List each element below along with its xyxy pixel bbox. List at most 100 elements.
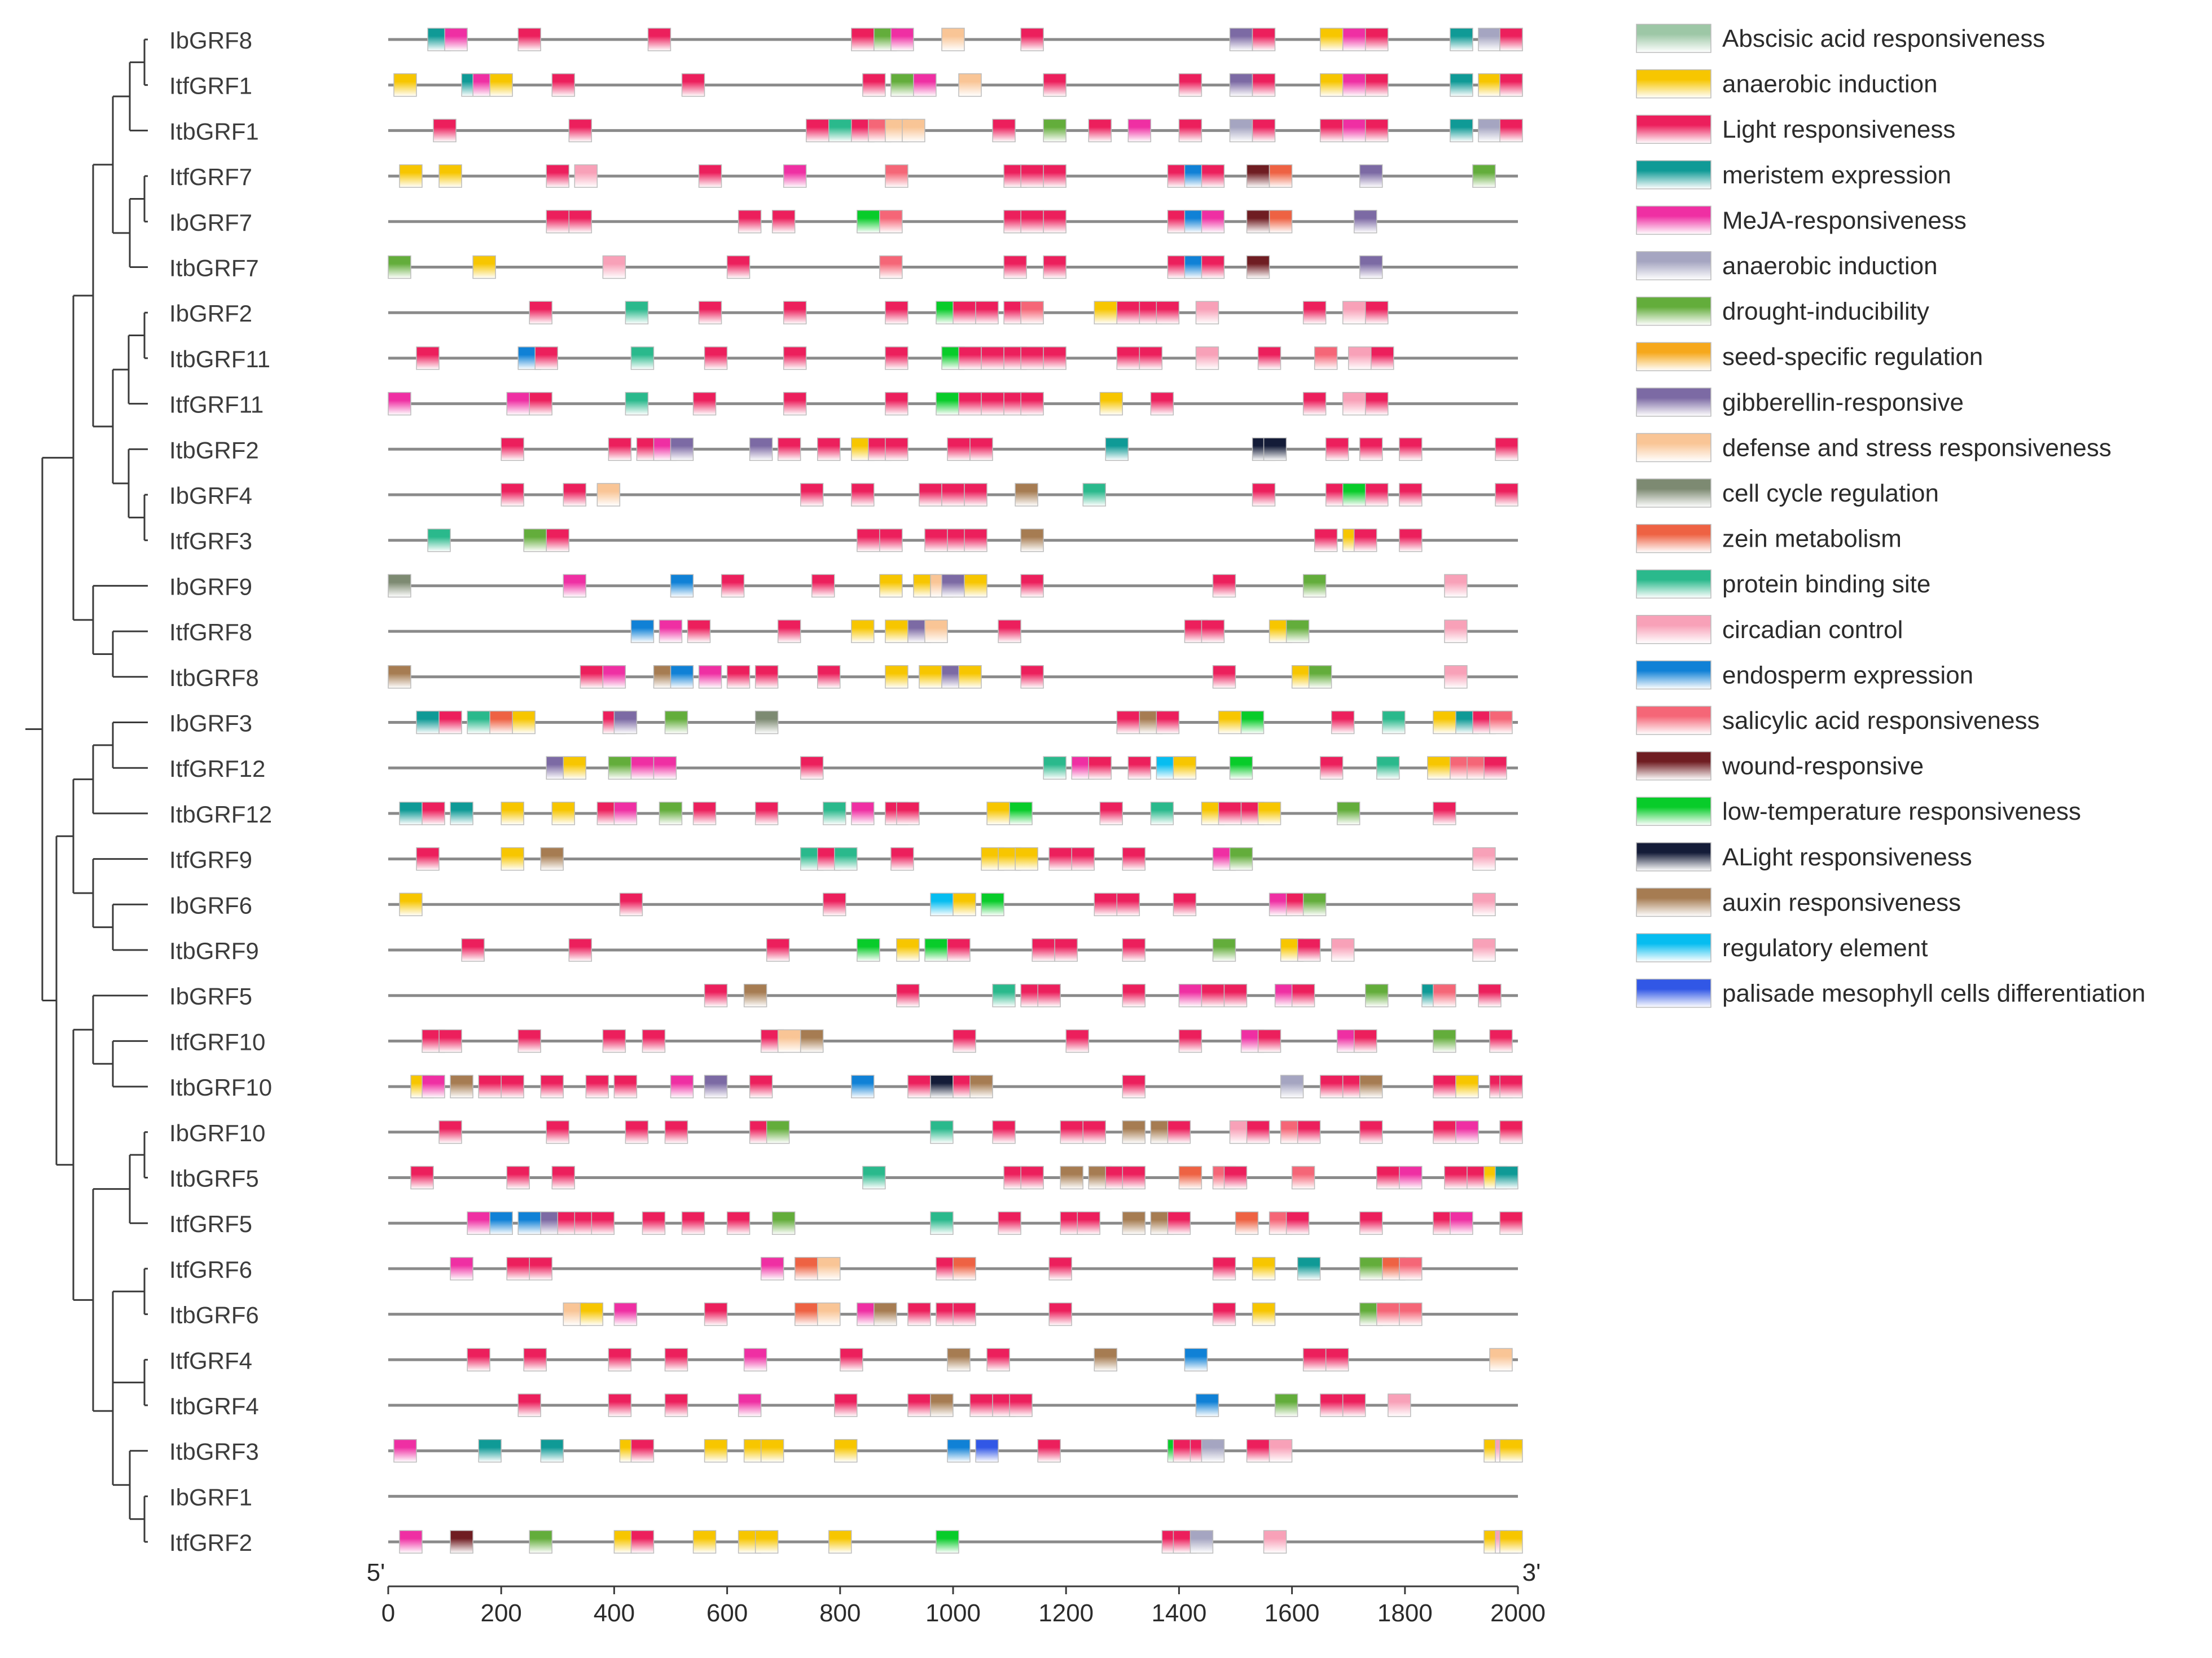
cis-element-lowt bbox=[936, 392, 959, 416]
cis-element-box bbox=[664, 1120, 688, 1144]
cis-element-box bbox=[1319, 756, 1344, 780]
cis-element-light bbox=[1246, 1439, 1270, 1463]
cis-element-box bbox=[670, 574, 694, 598]
cis-element-light bbox=[568, 210, 592, 234]
cis-element-light bbox=[1285, 1211, 1310, 1235]
legend-label: meristem expression bbox=[1722, 161, 1951, 189]
cis-element-circ bbox=[1472, 847, 1496, 871]
axis-tick-label: 1800 bbox=[1377, 1599, 1433, 1627]
cis-element-light bbox=[1116, 346, 1140, 370]
cis-element-box bbox=[591, 1211, 615, 1235]
legend-swatch bbox=[1636, 388, 1711, 417]
cis-element-sal bbox=[1489, 710, 1513, 735]
cis-element-box bbox=[1195, 301, 1219, 324]
cis-element-light bbox=[851, 483, 875, 507]
cis-element-light bbox=[1364, 118, 1389, 143]
cis-element-box bbox=[998, 619, 1021, 643]
cis-element-zein bbox=[1269, 210, 1293, 234]
cis-element-ana bbox=[1257, 802, 1281, 825]
cis-element-box bbox=[596, 483, 621, 507]
cis-element-box bbox=[1009, 802, 1033, 825]
legend-swatch bbox=[1636, 569, 1711, 599]
cis-element-box bbox=[563, 483, 587, 507]
cis-element-box bbox=[1297, 1120, 1321, 1144]
cis-element-light bbox=[1116, 710, 1140, 735]
cis-element-circ bbox=[602, 255, 626, 279]
cis-element-box bbox=[450, 1530, 473, 1554]
legend-item: ALight responsiveness bbox=[1636, 842, 1972, 872]
cis-element-circ bbox=[1388, 1393, 1411, 1417]
cis-element-box bbox=[1060, 1120, 1083, 1144]
cis-element-box bbox=[885, 437, 908, 461]
cis-element-light bbox=[681, 1211, 705, 1235]
cis-element-box bbox=[1359, 164, 1383, 188]
cis-element-box bbox=[1020, 574, 1044, 598]
cis-element-box bbox=[1020, 346, 1044, 370]
cis-element-box bbox=[1201, 983, 1225, 1008]
cis-element-box bbox=[1399, 1166, 1423, 1190]
cis-element-box bbox=[1450, 28, 1473, 51]
cis-element-ana bbox=[851, 619, 875, 643]
cis-element-box bbox=[529, 1530, 552, 1554]
cis-element-light bbox=[647, 28, 672, 51]
cis-element-box bbox=[1376, 756, 1400, 780]
cis-element-light bbox=[1099, 802, 1123, 825]
cis-element-light bbox=[698, 164, 722, 188]
cis-element-light bbox=[1444, 1166, 1468, 1190]
cis-element-box bbox=[546, 164, 570, 188]
cis-element-light bbox=[766, 938, 790, 962]
cis-element-box bbox=[771, 210, 796, 234]
cis-element-light bbox=[783, 346, 807, 370]
cis-element-light bbox=[958, 392, 982, 416]
cis-element-box bbox=[958, 665, 982, 689]
cis-element-box bbox=[1359, 437, 1383, 461]
cis-element-box bbox=[1156, 301, 1180, 324]
cis-element-light bbox=[1071, 847, 1095, 871]
cis-element-ana bbox=[919, 665, 942, 689]
cis-element-box bbox=[1116, 892, 1140, 917]
cis-element-box bbox=[783, 164, 807, 188]
cis-element-gib bbox=[1229, 73, 1253, 97]
cis-element-light bbox=[1037, 1439, 1061, 1463]
cis-element-aux bbox=[540, 847, 564, 871]
cis-element-light bbox=[506, 1166, 530, 1190]
cis-element-light bbox=[1359, 1120, 1383, 1144]
cis-element-box bbox=[1020, 301, 1044, 324]
cis-element-box bbox=[743, 983, 767, 1008]
cis-element-box bbox=[692, 802, 717, 825]
cis-element-light bbox=[840, 1348, 863, 1372]
cis-element-gib bbox=[1353, 210, 1377, 234]
cis-element-box bbox=[834, 1439, 858, 1463]
cis-element-box bbox=[953, 1257, 976, 1281]
cis-element-ana bbox=[512, 710, 536, 735]
cis-element-box bbox=[568, 118, 592, 143]
cis-element-ana bbox=[879, 574, 903, 598]
cis-element-ana bbox=[580, 1302, 604, 1326]
cis-element-drt bbox=[1472, 164, 1496, 188]
cis-element-endo bbox=[517, 1211, 541, 1235]
cis-element-box bbox=[698, 164, 722, 188]
cis-element-box bbox=[738, 210, 762, 234]
cis-element-box bbox=[1015, 847, 1038, 871]
cis-element-light bbox=[1359, 1211, 1383, 1235]
cis-element-ana bbox=[1427, 756, 1451, 780]
cis-element-box bbox=[1472, 892, 1496, 917]
position-axis: 0 200 400 600 800 1000 1200 1400 1600 1800 2000 5' 3… bbox=[367, 1559, 1546, 1627]
cis-element-box bbox=[540, 1075, 564, 1098]
cis-element-circ bbox=[1195, 301, 1219, 324]
cis-element-box bbox=[947, 1439, 971, 1463]
cis-element-circ bbox=[1472, 892, 1496, 917]
cis-element-light bbox=[1201, 255, 1225, 279]
cis-element-box bbox=[1302, 301, 1327, 324]
cis-element-box bbox=[1195, 1393, 1219, 1417]
cis-element-light bbox=[687, 619, 711, 643]
cis-element-ana bbox=[953, 892, 976, 917]
cis-element-light bbox=[1178, 1029, 1202, 1053]
cis-element-light bbox=[1342, 1393, 1366, 1417]
cis-element-box bbox=[1478, 28, 1502, 51]
cis-element-light bbox=[1433, 1075, 1456, 1098]
cis-element-box bbox=[1399, 1302, 1423, 1326]
cis-element-box bbox=[1037, 1439, 1061, 1463]
cis-element-gib bbox=[613, 710, 638, 735]
cis-element-meja bbox=[399, 1530, 423, 1554]
